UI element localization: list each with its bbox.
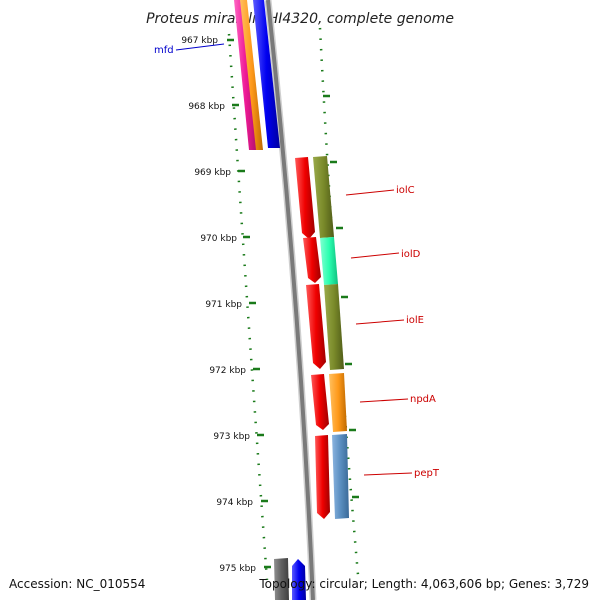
bottom-genes[interactable]: [274, 558, 306, 600]
gene-label-pepT[interactable]: pepT: [414, 468, 440, 479]
gene-label-iolC[interactable]: iolC: [396, 185, 415, 196]
gene-leaders: [175, 43, 413, 476]
tick-label: 973 kbp: [213, 432, 250, 442]
gene-pepT-cog[interactable]: [332, 434, 349, 519]
tick-label: 968 kbp: [188, 102, 225, 112]
gene-label-npdA[interactable]: npdA: [410, 394, 436, 405]
iolE-leader: [355, 319, 405, 325]
genome-backbone: [264, 0, 317, 600]
gene-pepT-forward[interactable]: [315, 435, 330, 519]
pepT-leader: [363, 472, 413, 476]
gene-feature[interactable]: [274, 558, 289, 600]
tick-label: 972 kbp: [209, 366, 246, 376]
gene-feature[interactable]: [292, 559, 306, 600]
tick-label: 971 kbp: [205, 300, 242, 310]
accession-text: Accession: NC_010554: [9, 577, 146, 591]
gene-npdA-forward[interactable]: [311, 374, 329, 430]
gene-feature[interactable]: [234, 0, 257, 150]
outer-tick-ring: [227, 33, 269, 581]
gene-label-mfd[interactable]: mfd: [154, 45, 174, 56]
gene-feature[interactable]: [253, 0, 280, 148]
gene-feature[interactable]: [240, 0, 263, 150]
axis-labels: 967 kbp 968 kbp 969 kbp 970 kbp 971 kbp …: [181, 36, 256, 574]
gene-iolC-forward[interactable]: [295, 157, 315, 239]
iolD-leader: [350, 252, 400, 259]
mfd-leader: [175, 43, 225, 51]
forward-genes[interactable]: [295, 157, 330, 519]
tick-label: 969 kbp: [194, 168, 231, 178]
genome-stats-text: Topology: circular; Length: 4,063,606 bp…: [259, 577, 589, 591]
gene-iolE-forward[interactable]: [306, 284, 326, 369]
cog-genes[interactable]: [313, 156, 349, 519]
gene-iolD-forward[interactable]: [303, 237, 321, 283]
gene-iolD-cog[interactable]: [320, 237, 338, 285]
tick-label: 974 kbp: [216, 498, 253, 508]
gene-labels: mfd iolC iolD iolE npdA pepT: [154, 45, 440, 479]
left-major-ticks: [227, 38, 271, 569]
gene-npdA-cog[interactable]: [329, 373, 347, 432]
gene-label-iolE[interactable]: iolE: [406, 315, 424, 326]
genome-backbone-core: [266, 0, 315, 600]
gene-cluster-mfd[interactable]: [234, 0, 280, 150]
right-major-ticks: [323, 94, 359, 499]
gene-iolC-cog[interactable]: [313, 156, 334, 238]
tick-label: 970 kbp: [200, 234, 237, 244]
npdA-leader: [359, 398, 409, 403]
tick-label: 975 kbp: [219, 564, 256, 574]
gene-iolE-cog[interactable]: [324, 284, 344, 370]
tick-label: 967 kbp: [181, 36, 218, 46]
map-title: Proteus mirabilis HI4320, complete genom…: [146, 11, 454, 27]
gene-label-iolD[interactable]: iolD: [401, 249, 421, 260]
iolC-leader: [345, 189, 395, 196]
